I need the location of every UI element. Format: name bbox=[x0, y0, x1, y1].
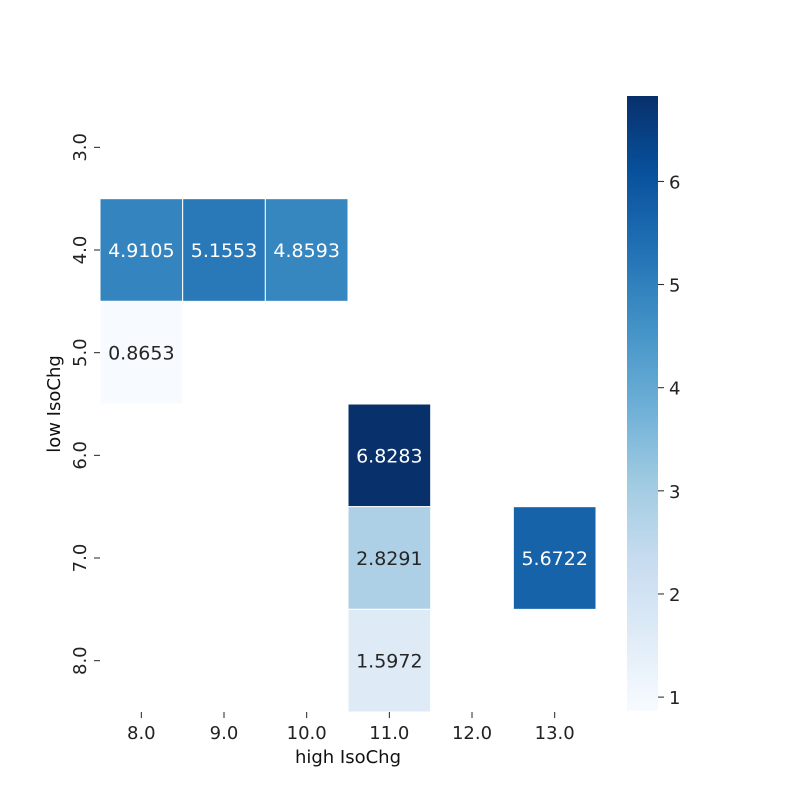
heatmap-cell-label: 6.8283 bbox=[356, 445, 422, 467]
colorbar-tick-label: 3 bbox=[669, 482, 680, 503]
heatmap-cell-rect bbox=[182, 198, 266, 302]
y-tick-label: 4.0 bbox=[70, 236, 91, 265]
y-axis-label: low IsoChg bbox=[44, 355, 65, 453]
heatmap-cell-label: 4.9105 bbox=[108, 240, 174, 262]
heatmap-cell: 1.5972 bbox=[347, 608, 432, 713]
heatmap-cell: 4.9105 bbox=[99, 198, 184, 302]
y-tick-label: 7.0 bbox=[70, 544, 91, 573]
y-tick-label: 5.0 bbox=[70, 338, 91, 367]
heatmap-cells: 4.9105 5.1553 4.8593 0.8653 6.8283 2.8291 5.67… bbox=[99, 198, 597, 713]
colorbar-tick-label: 1 bbox=[669, 688, 680, 709]
heatmap-cell-rect bbox=[512, 506, 597, 610]
y-axis: 3.0 4.0 5.0 6.0 7.0 8.0 bbox=[70, 133, 100, 675]
heatmap-cell-label: 1.5972 bbox=[356, 651, 422, 673]
heatmap-cell-rect bbox=[264, 198, 349, 302]
heatmap-cell-label: 5.1553 bbox=[191, 240, 257, 262]
heatmap-cell: 0.8653 bbox=[99, 300, 184, 405]
heatmap-cell-label: 4.8593 bbox=[273, 240, 339, 262]
colorbar-tick-label: 2 bbox=[669, 585, 680, 606]
y-tick-label: 3.0 bbox=[70, 133, 91, 162]
colorbar-ticks: 1 2 3 4 5 6 bbox=[658, 172, 680, 709]
x-axis: 8.0 9.0 10.0 11.0 12.0 13.0 bbox=[127, 712, 575, 744]
colorbar-tick-label: 6 bbox=[669, 172, 680, 193]
heatmap-cell: 4.8593 bbox=[264, 198, 349, 302]
heatmap-cell-rect bbox=[347, 506, 432, 610]
colorbar bbox=[627, 96, 658, 711]
heatmap-cell-rect bbox=[99, 300, 184, 405]
heatmap-cell-rect bbox=[347, 403, 432, 508]
x-tick-label: 10.0 bbox=[287, 723, 327, 744]
x-tick-label: 9.0 bbox=[210, 723, 239, 744]
heatmap-cell-label: 2.8291 bbox=[356, 548, 422, 570]
heatmap-cell-label: 0.8653 bbox=[108, 343, 174, 365]
x-tick-label: 13.0 bbox=[535, 723, 575, 744]
heatmap-cell-rect bbox=[347, 608, 432, 713]
x-axis-label: high IsoChg bbox=[295, 747, 401, 768]
x-tick-label: 11.0 bbox=[369, 723, 409, 744]
heatmap-cell-rect bbox=[99, 198, 184, 302]
x-tick-label: 12.0 bbox=[452, 723, 492, 744]
heatmap-cell: 2.8291 bbox=[347, 506, 432, 610]
x-tick-label: 8.0 bbox=[127, 723, 156, 744]
heatmap-cell: 5.1553 bbox=[182, 198, 266, 302]
colorbar-tick-label: 4 bbox=[669, 379, 680, 400]
heatmap-cell: 6.8283 bbox=[347, 403, 432, 508]
y-tick-label: 6.0 bbox=[70, 441, 91, 470]
y-tick-label: 8.0 bbox=[70, 646, 91, 675]
colorbar-tick-label: 5 bbox=[669, 276, 680, 297]
heatmap-cell: 5.6722 bbox=[512, 506, 597, 610]
heatmap-cell-label: 5.6722 bbox=[521, 548, 587, 570]
